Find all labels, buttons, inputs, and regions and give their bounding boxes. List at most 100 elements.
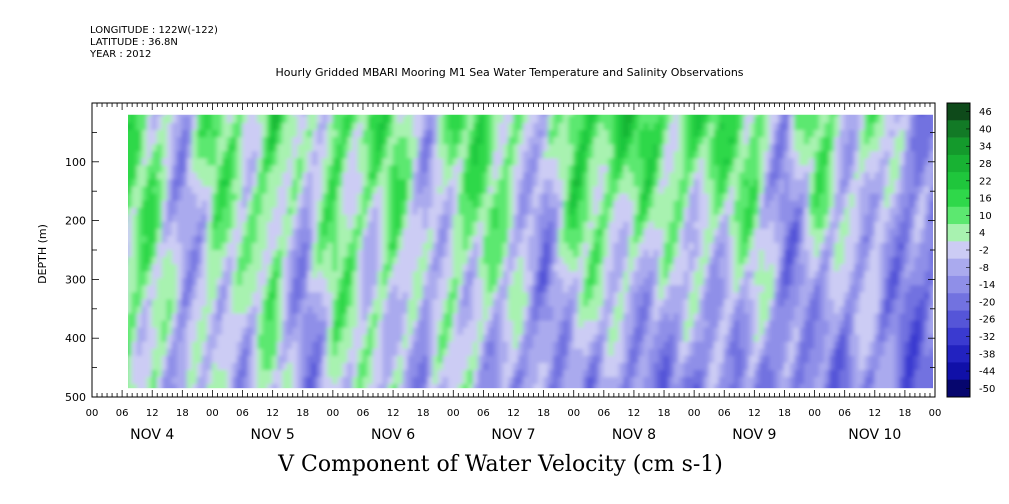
heatmap-cell (718, 257, 725, 266)
heatmap-cell (201, 144, 208, 153)
heatmap-cell (598, 221, 605, 230)
heatmap-cell (543, 123, 550, 132)
heatmap-cell (282, 320, 289, 329)
heatmap-cell (387, 377, 394, 386)
heatmap-cell (156, 113, 163, 117)
heatmap-cell (277, 221, 284, 230)
heatmap-cell (196, 348, 203, 357)
heatmap-cell (608, 130, 615, 139)
heatmap-cell (252, 306, 259, 315)
heatmap-cell (337, 250, 344, 259)
heatmap-cell (553, 137, 560, 146)
heatmap-cell (367, 186, 374, 195)
heatmap-cell (503, 341, 509, 350)
heatmap-cell (151, 285, 158, 294)
heatmap-cell (543, 130, 550, 139)
heatmap-cell (718, 113, 725, 117)
heatmap-cell (176, 123, 183, 132)
heatmap-cell (628, 370, 635, 379)
heatmap-cell (191, 327, 198, 336)
heatmap-cell (563, 292, 570, 301)
heatmap-cell (332, 264, 339, 273)
heatmap-cell (317, 299, 324, 308)
heatmap-cell (257, 384, 264, 390)
heatmap-cell (362, 151, 369, 160)
heatmap-cell (397, 341, 404, 350)
heatmap-cell (412, 228, 419, 237)
heatmap-cell (211, 193, 218, 202)
heatmap-cell (703, 158, 710, 167)
heatmap-cell (232, 384, 238, 390)
heatmap-cell (658, 151, 665, 160)
heatmap-cell (307, 137, 314, 146)
heatmap-cell (407, 123, 414, 132)
heatmap-cell (156, 151, 163, 160)
heatmap-cell (171, 370, 178, 379)
heatmap-cell (427, 130, 434, 139)
heatmap-cell (503, 144, 509, 153)
heatmap-cell (658, 113, 665, 117)
heatmap-cell (693, 257, 700, 266)
heatmap-cell (292, 144, 299, 153)
heatmap-cell (297, 355, 304, 364)
heatmap-cell (247, 165, 254, 174)
heatmap-cell (372, 355, 379, 364)
heatmap-cell (723, 257, 730, 266)
heatmap-cell (613, 370, 620, 379)
heatmap-cell (568, 228, 575, 237)
heatmap-cell (528, 228, 535, 237)
heatmap-cell (292, 292, 299, 301)
heatmap-cell (146, 137, 153, 146)
heatmap-cell (693, 235, 700, 244)
heatmap-cell (457, 207, 464, 216)
heatmap-cell (467, 221, 474, 230)
heatmap-cell (332, 306, 339, 315)
heatmap-cell (543, 113, 550, 117)
heatmap-cell (302, 250, 309, 259)
heatmap-cell (723, 341, 730, 350)
heatmap-cell (518, 144, 524, 153)
heatmap-cell (543, 144, 550, 153)
heatmap-cell (337, 130, 344, 139)
heatmap-cell (593, 264, 600, 273)
heatmap-cell (171, 306, 178, 315)
heatmap-cell (658, 384, 665, 390)
heatmap-cell (518, 320, 524, 329)
heatmap-cell (201, 221, 208, 230)
heatmap-cell (543, 341, 550, 350)
heatmap-cell (146, 250, 153, 259)
heatmap-cell (648, 250, 655, 259)
heatmap-cell (708, 348, 715, 357)
heatmap-cell (683, 348, 690, 357)
heatmap-cell (603, 348, 610, 357)
heatmap-cell (161, 186, 168, 195)
heatmap-cell (678, 130, 685, 139)
heatmap-cell (683, 327, 690, 336)
heatmap-cell (432, 257, 439, 266)
heatmap-cell (382, 355, 389, 364)
heatmap-cell (437, 285, 444, 294)
heatmap-cell (593, 158, 600, 167)
heatmap-cell (156, 348, 163, 357)
heatmap-cell (583, 172, 590, 181)
heatmap-cell (437, 242, 444, 251)
heatmap-cell (327, 334, 334, 343)
heatmap-cell (342, 221, 349, 230)
heatmap-cell (128, 327, 133, 336)
heatmap-cell (708, 137, 715, 146)
heatmap-cell (588, 165, 595, 174)
heatmap-cell (322, 221, 329, 230)
heatmap-cell (563, 377, 570, 386)
heatmap-cell (232, 362, 238, 371)
heatmap-cell (222, 193, 228, 202)
heatmap-cell (216, 165, 223, 174)
heatmap-cell (382, 165, 389, 174)
heatmap-cell (663, 242, 670, 251)
heatmap-cell (196, 285, 203, 294)
heatmap-cell (452, 186, 459, 195)
heatmap-cell (146, 242, 153, 251)
heatmap-cell (216, 151, 223, 160)
heatmap-cell (161, 320, 168, 329)
heatmap-cell (262, 341, 269, 350)
heatmap-cell (242, 299, 248, 308)
